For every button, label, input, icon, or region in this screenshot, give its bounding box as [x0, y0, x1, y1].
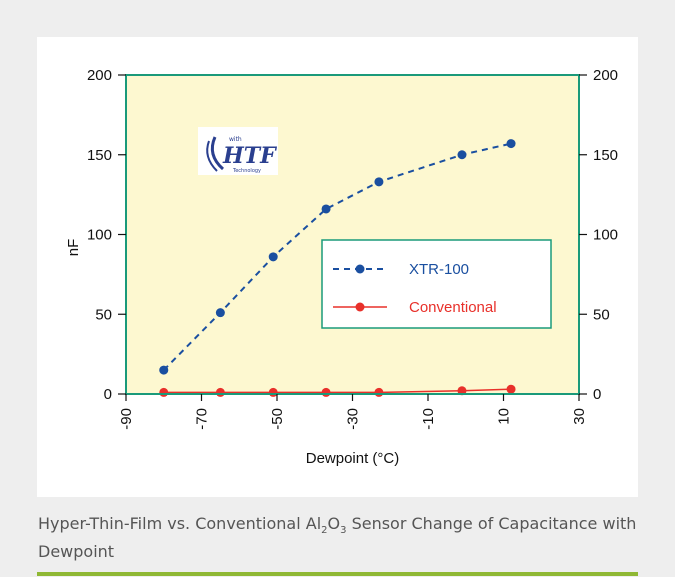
plot-area	[126, 75, 579, 394]
x-tick-label: 30	[571, 408, 588, 425]
data-point-xtr-100	[457, 150, 467, 160]
htf-logo: with HTF Technology	[198, 127, 278, 175]
y-tick-label-left: 50	[95, 306, 112, 323]
data-point-conventional	[159, 387, 169, 397]
figure-card: with HTF Technology 0 0 50 50 100 100 150 150 20…	[37, 37, 638, 497]
data-point-xtr-100	[321, 204, 331, 214]
data-point-conventional	[374, 387, 384, 397]
logo-small-text-bottom: Technology	[232, 168, 261, 174]
data-point-xtr-100	[506, 139, 516, 149]
legend: XTR-100 Conventional	[321, 239, 552, 329]
legend-label-conventional: Conventional	[409, 299, 497, 316]
y-tick-label-right: 0	[593, 386, 601, 403]
y-tick-label-right: 50	[593, 306, 610, 323]
legend-marker-xtr100	[355, 264, 365, 274]
logo-small-text-top: with	[229, 136, 242, 143]
x-tick-label: -30	[345, 408, 362, 430]
data-point-conventional	[268, 387, 278, 397]
y-tick-label-right: 200	[593, 67, 618, 84]
y-tick-label-right: 100	[593, 227, 618, 244]
x-tick-label: 10	[496, 408, 513, 425]
data-point-xtr-100	[215, 308, 225, 318]
legend-marker-conventional	[355, 302, 365, 312]
y-tick-label-left: 0	[104, 386, 112, 403]
data-point-xtr-100	[159, 365, 169, 375]
data-point-conventional	[215, 387, 225, 397]
y-tick-label-left: 200	[87, 67, 112, 84]
dewpoint-capacitance-chart: with HTF Technology 0 0 50 50 100 100 150 150 20…	[65, 67, 618, 467]
y-tick-label-left: 100	[87, 227, 112, 244]
x-axis-label: Dewpoint (°C)	[306, 450, 400, 467]
x-tick-label: -90	[118, 408, 135, 430]
figure-caption: Hyper-Thin-Film vs. Conventional Al2O3 S…	[38, 514, 637, 562]
data-point-conventional	[321, 387, 331, 397]
x-tick-label: -10	[420, 408, 437, 430]
data-point-xtr-100	[268, 252, 278, 262]
logo-text: HTF	[222, 143, 277, 169]
bottom-accent-bar	[37, 572, 638, 576]
legend-label-xtr100: XTR-100	[409, 261, 469, 278]
y-tick-label-left: 150	[87, 147, 112, 164]
data-point-xtr-100	[374, 177, 384, 187]
y-axis-label: nF	[65, 239, 82, 257]
y-tick-label-right: 150	[593, 147, 618, 164]
x-tick-label: -50	[269, 408, 286, 430]
x-tick-label: -70	[194, 408, 211, 430]
data-point-conventional	[506, 384, 516, 394]
